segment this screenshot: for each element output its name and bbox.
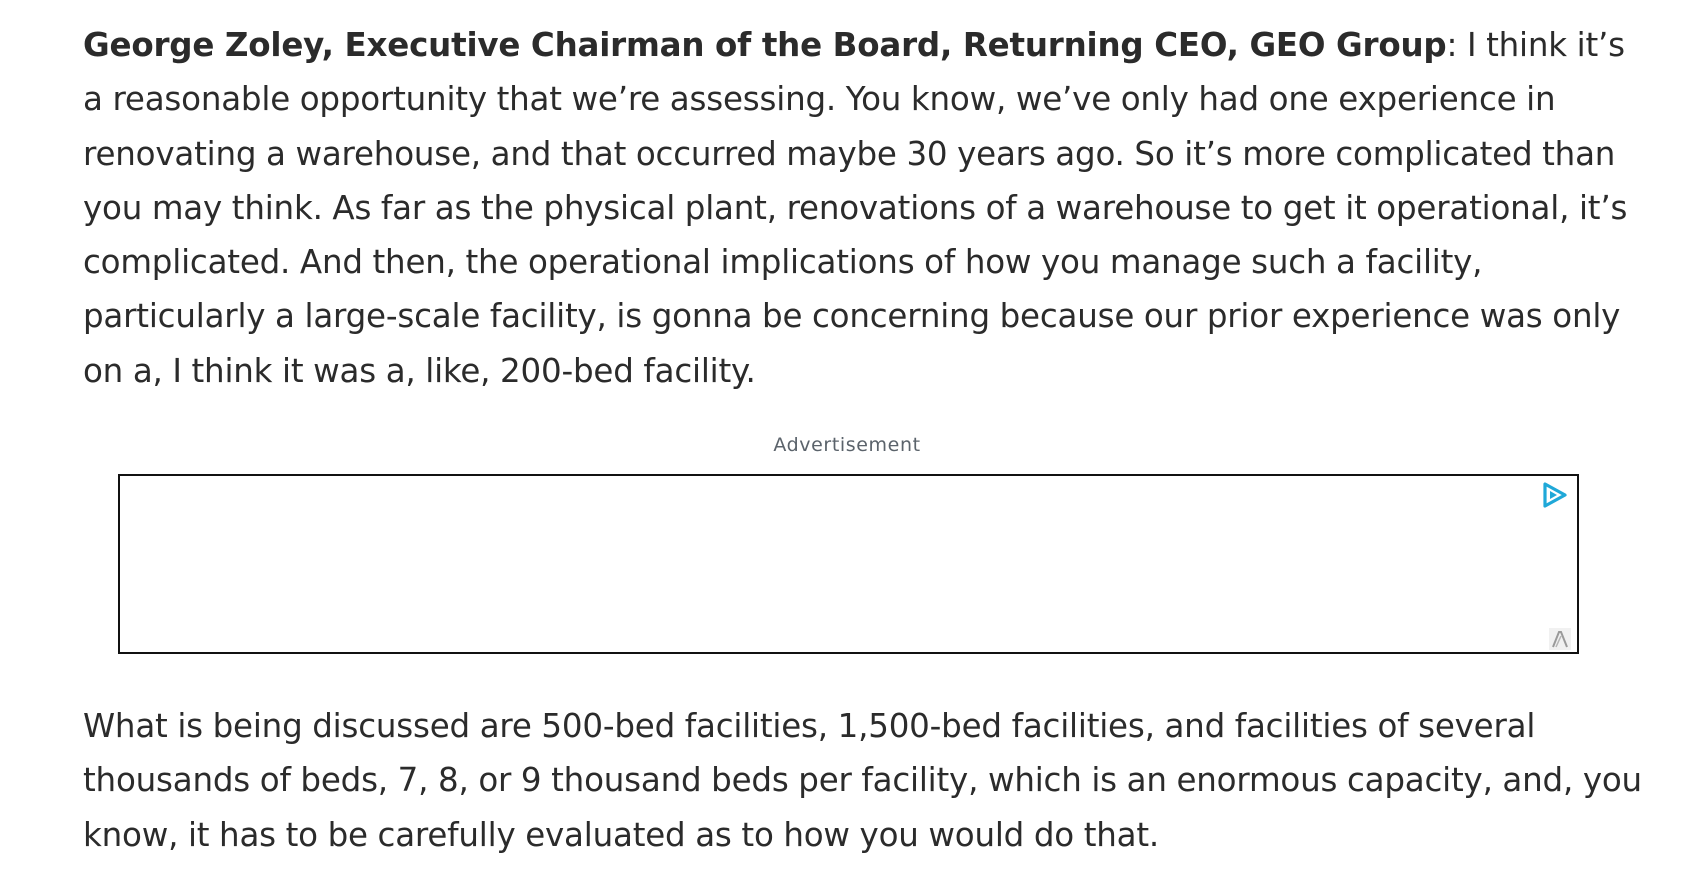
adchoices-icon[interactable]	[1539, 480, 1569, 510]
advertisement-slot[interactable]	[118, 474, 1579, 654]
advertisement-label: Advertisement	[773, 434, 921, 456]
article-body-continued: What is being discussed are 500-bed faci…	[83, 699, 1643, 862]
quote-text: I think it’s a reasonable opportunity th…	[83, 26, 1628, 390]
body-paragraph: What is being discussed are 500-bed faci…	[83, 707, 1642, 854]
speaker-colon: :	[1446, 26, 1458, 64]
speaker-name: George Zoley, Executive Chairman of the …	[83, 26, 1447, 64]
quote-paragraph: George Zoley, Executive Chairman of the …	[83, 18, 1643, 398]
ad-corner-icon[interactable]	[1549, 628, 1571, 650]
article-body: George Zoley, Executive Chairman of the …	[83, 18, 1643, 398]
